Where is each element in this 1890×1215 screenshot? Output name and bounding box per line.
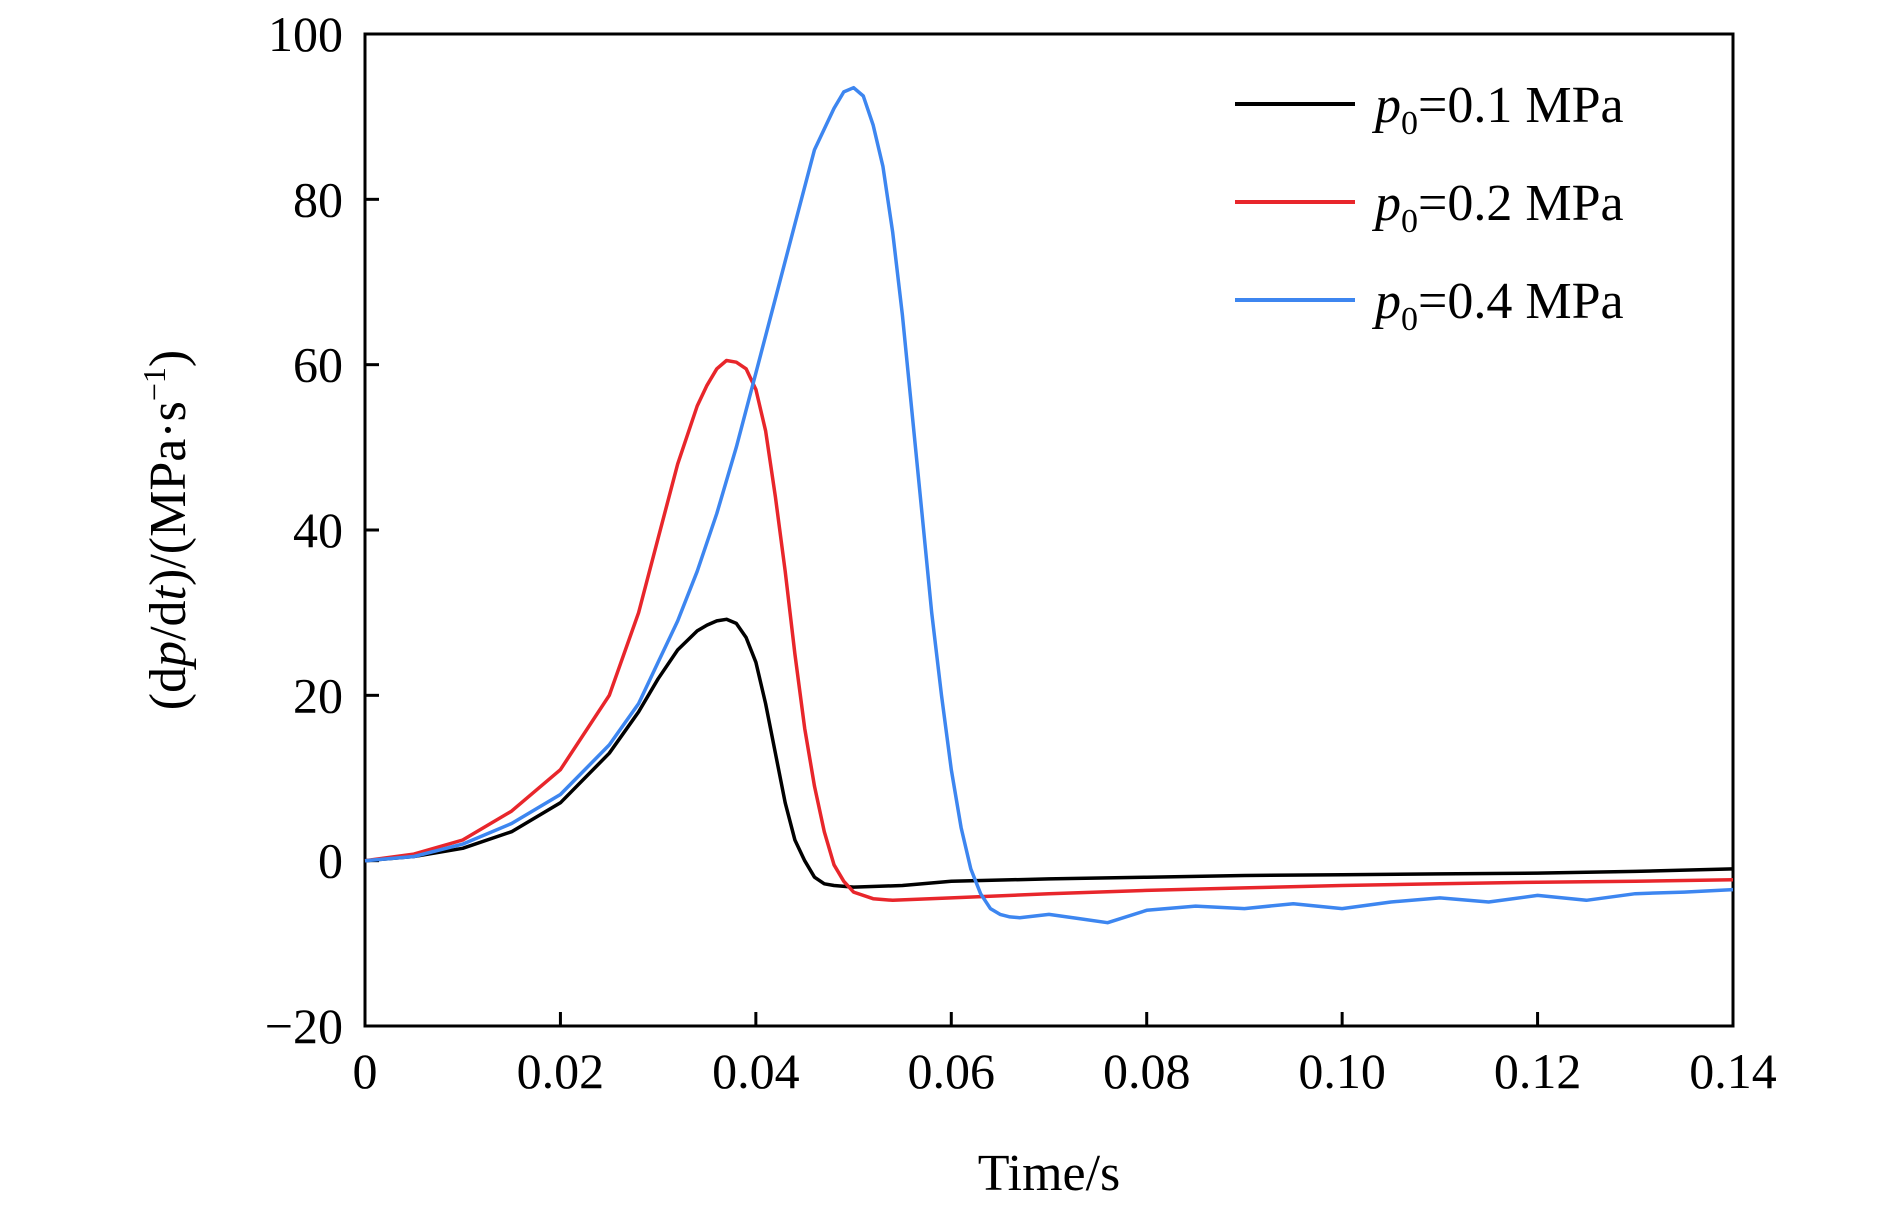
y-axis-label: (dp/dt)/(MPa·s−1) <box>136 350 197 710</box>
axis-ticks: 0 0.02 0.04 0.06 0.08 0.10 0.12 0.14−2002040608… <box>265 6 1777 1099</box>
x-axis-label: Time/s <box>978 1145 1121 1202</box>
x-tick-label: 0.12 <box>1494 1043 1582 1099</box>
y-tick-label: 60 <box>293 337 343 393</box>
x-tick-label: 0.02 <box>517 1043 605 1099</box>
x-tick-label: 0.04 <box>712 1043 800 1099</box>
x-tick-label: 0.10 <box>1298 1043 1386 1099</box>
y-tick-label: −20 <box>265 998 343 1054</box>
legend-label-1: p0=0.1 MPa <box>1371 77 1624 142</box>
x-tick-label: 0 <box>353 1043 378 1099</box>
x-tick-label: 0.14 <box>1689 1043 1777 1099</box>
legend: p0=0.1 MPa p0=0.2 MPa p0=0.4 MPa <box>1235 77 1624 338</box>
y-tick-label: 40 <box>293 502 343 558</box>
y-tick-label: 0 <box>318 833 343 889</box>
y-tick-label: 20 <box>293 667 343 723</box>
y-tick-label: 80 <box>293 171 343 227</box>
x-tick-label: 0.06 <box>908 1043 996 1099</box>
x-tick-label: 0.08 <box>1103 1043 1191 1099</box>
series-line-2 <box>364 358 1734 903</box>
series-line-3 <box>364 85 1734 925</box>
series-layer <box>364 85 1734 925</box>
y-tick-label: 100 <box>268 6 343 62</box>
legend-label-3: p0=0.4 MPa <box>1371 273 1624 338</box>
legend-label-2: p0=0.2 MPa <box>1371 175 1624 240</box>
series-line-1 <box>364 617 1734 889</box>
